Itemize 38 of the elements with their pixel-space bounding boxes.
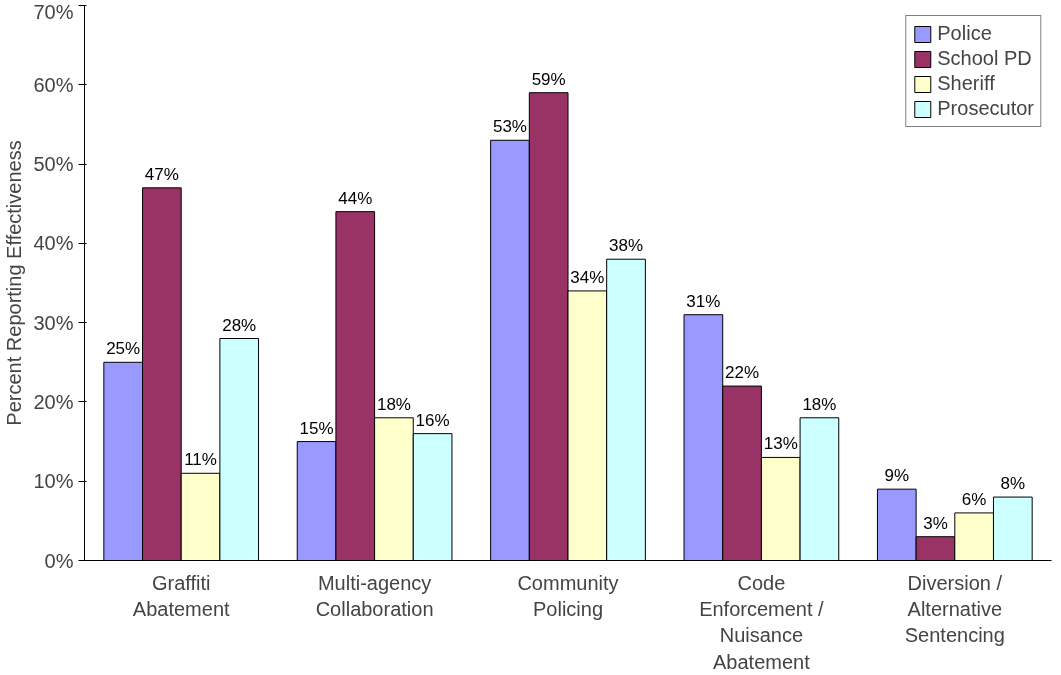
data-label: 22% [725,363,760,383]
data-label: 44% [338,188,373,208]
data-label: 59% [531,69,566,89]
x-tick-label: Diversion / Alternative Sentencing [904,571,1005,647]
x-tick-label: Multi-agency Collaboration [315,571,434,620]
legend-label: Police [937,22,992,45]
y-tick-label: 60% [33,73,74,96]
x-tick-label: Graffiti Abatement [132,571,231,620]
data-label: 9% [884,466,910,486]
data-label: 47% [144,164,179,184]
y-tick-label: 0% [44,549,74,572]
y-tick-label: 30% [33,311,74,334]
y-tick-label: 40% [33,232,74,255]
data-label: 18% [376,394,411,414]
data-label: 18% [802,394,837,414]
data-label: 8% [1000,474,1026,494]
data-label: 53% [492,117,527,137]
data-label: 11% [184,450,217,470]
data-label: 28% [222,315,257,335]
legend-label: School PD [937,47,1032,70]
y-tick-label: 50% [33,153,74,176]
y-axis-title: Percent Reporting Effectiveness [3,140,26,426]
x-tick-label: Code Enforcement / Nuisance Abatement [699,571,825,673]
y-tick-label: 10% [33,470,74,493]
data-label: 34% [570,267,605,287]
data-label: 3% [923,513,948,533]
data-label: 38% [609,236,644,256]
legend-label: Sheriff [937,72,995,95]
x-tick-label: Community Policing [517,571,619,620]
data-label: 31% [686,291,721,311]
legend-label: Prosecutor [937,97,1034,120]
data-label: 15% [299,418,334,438]
data-label: 13% [763,434,798,454]
data-label: 16% [415,410,450,430]
y-tick-label: 70% [33,0,74,23]
data-label: 25% [106,339,141,359]
data-label: 6% [961,489,987,509]
y-tick-label: 20% [33,390,74,413]
